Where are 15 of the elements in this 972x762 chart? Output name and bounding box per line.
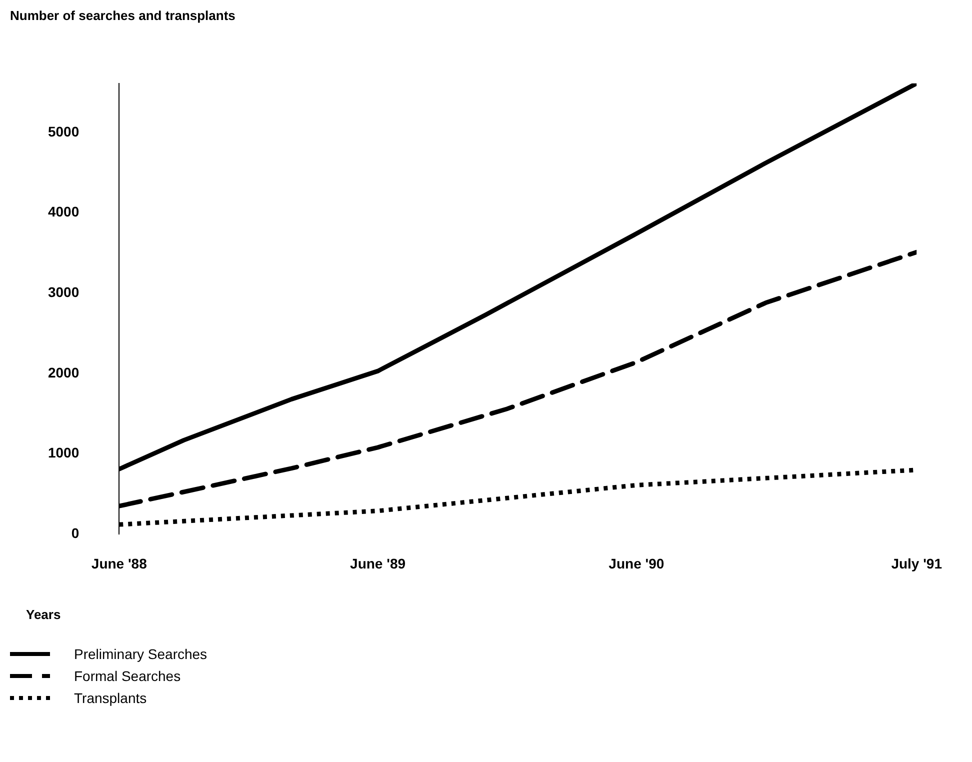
legend-label: Preliminary Searches <box>74 646 208 662</box>
y-tick-label: 0 <box>71 525 80 542</box>
y-tick-label: 3000 <box>48 284 80 300</box>
x-tick-label: July '91 <box>891 555 942 572</box>
y-tick-label: 1000 <box>48 444 80 461</box>
y-tick-label: 4000 <box>48 204 80 220</box>
x-tick-label: June '88 <box>91 555 148 572</box>
legend-label: Transplants <box>74 690 147 706</box>
x-axis-title: Years <box>26 607 62 622</box>
x-tick-label: June '90 <box>608 555 664 572</box>
legend-label: Formal Searches <box>74 668 181 684</box>
y-axis-title: Number of searches and transplants <box>10 8 236 23</box>
x-tick-label: June '89 <box>350 555 406 572</box>
y-tick-label: 2000 <box>48 364 80 380</box>
y-tick-label: 5000 <box>48 123 80 140</box>
